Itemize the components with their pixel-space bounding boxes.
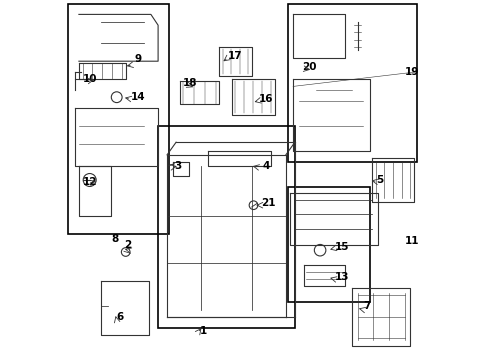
- Text: 7: 7: [363, 301, 370, 311]
- Text: 4: 4: [262, 161, 269, 171]
- Text: 5: 5: [375, 175, 382, 185]
- Text: 21: 21: [260, 198, 275, 208]
- Text: 18: 18: [183, 78, 197, 88]
- Text: 9: 9: [135, 54, 142, 64]
- Text: 19: 19: [404, 67, 418, 77]
- Bar: [68, 4, 168, 234]
- Text: 17: 17: [228, 51, 243, 61]
- Text: 1: 1: [199, 326, 206, 336]
- Text: 8: 8: [111, 234, 118, 244]
- Text: 15: 15: [334, 242, 348, 252]
- Bar: [287, 4, 416, 162]
- Text: 6: 6: [117, 312, 123, 322]
- Text: 14: 14: [131, 92, 145, 102]
- Bar: [287, 187, 370, 302]
- Text: 20: 20: [302, 62, 316, 72]
- Text: 13: 13: [334, 272, 348, 282]
- Text: 11: 11: [404, 236, 418, 246]
- Text: 12: 12: [82, 177, 97, 187]
- Bar: [158, 126, 294, 328]
- Text: 2: 2: [123, 240, 131, 250]
- Text: 10: 10: [82, 74, 97, 84]
- Text: 16: 16: [258, 94, 273, 104]
- Text: 3: 3: [174, 161, 181, 171]
